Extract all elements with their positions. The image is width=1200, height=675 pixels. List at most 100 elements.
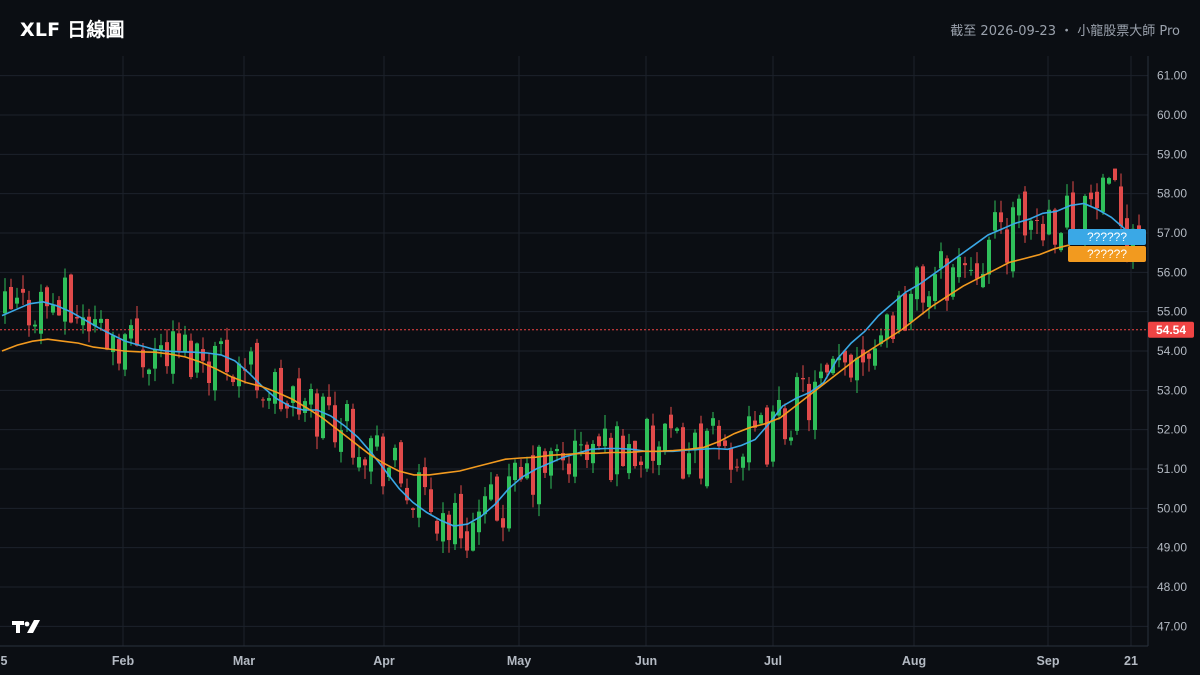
candle-body — [645, 418, 649, 469]
last-price-label: 54.54 — [1156, 323, 1186, 337]
candle-body — [21, 288, 25, 293]
candle-body — [285, 403, 289, 409]
x-tick-label: May — [507, 654, 531, 668]
candle-body — [393, 447, 397, 461]
candle-body — [633, 440, 637, 467]
candle-body — [141, 349, 145, 368]
candle-body — [741, 456, 745, 468]
candle-body — [105, 318, 109, 350]
candle-body — [891, 315, 895, 339]
candle-body — [747, 416, 751, 463]
x-tick-label: Jul — [764, 654, 782, 668]
candle-body — [723, 440, 727, 446]
candle-body — [993, 212, 997, 231]
y-tick-label: 61.00 — [1157, 69, 1187, 83]
candle-body — [63, 277, 67, 322]
candle-body — [597, 436, 601, 447]
candle-body — [987, 239, 991, 275]
candle-body — [411, 508, 415, 510]
candle-body — [915, 267, 919, 300]
candle-body — [147, 369, 151, 375]
y-tick-label: 49.00 — [1157, 541, 1187, 555]
candle-body — [765, 407, 769, 465]
candle-body — [381, 436, 385, 487]
candle-body — [663, 423, 667, 452]
ma-line-ma_long — [1, 244, 1071, 476]
candle-body — [615, 426, 619, 475]
grid-lines — [0, 56, 1148, 646]
candle-body — [309, 389, 313, 405]
candle-body — [729, 448, 733, 470]
candle-body — [1095, 191, 1099, 209]
y-tick-label: 51.00 — [1157, 462, 1187, 476]
candle-body — [219, 341, 223, 344]
candle-body — [39, 291, 43, 334]
candle-body — [1029, 220, 1033, 230]
candle-body — [123, 334, 127, 370]
y-tick-label: 52.00 — [1157, 423, 1187, 437]
candle-body — [921, 266, 925, 303]
candle-body — [177, 333, 181, 351]
x-tick-label: 21 — [1124, 654, 1138, 668]
candle-body — [357, 457, 361, 468]
candle-body — [555, 448, 559, 452]
candle-body — [675, 428, 679, 431]
candle-body — [333, 405, 337, 443]
candle-body — [789, 437, 793, 441]
candle-body — [999, 212, 1003, 223]
y-tick-label: 60.00 — [1157, 108, 1187, 122]
x-tick-label: Jun — [635, 654, 657, 668]
candle-body — [483, 496, 487, 515]
candle-body — [879, 335, 883, 344]
candle-body — [981, 273, 985, 288]
candle-body — [465, 531, 469, 551]
candle-body — [453, 502, 457, 545]
candle-body — [291, 386, 295, 403]
candle-body — [1107, 178, 1111, 184]
candle-body — [951, 267, 955, 297]
ma-tag-0 — [1068, 229, 1146, 245]
x-tick-label-partial: 5 — [1, 654, 8, 668]
candle-body — [885, 314, 889, 340]
candle-body — [627, 444, 631, 474]
price-tags: 54.54???????????? — [0, 229, 1194, 338]
candle-body — [45, 287, 49, 307]
candle-body — [927, 296, 931, 308]
candle-body — [681, 427, 685, 479]
y-tick-label: 55.00 — [1157, 305, 1187, 319]
candle-body — [1023, 191, 1027, 236]
candle-body — [99, 318, 103, 323]
candle-body — [1011, 207, 1015, 272]
candle-body — [963, 263, 967, 266]
ma-line-ma_short — [1, 202, 1126, 527]
candle-body — [669, 414, 673, 429]
candle-body — [27, 299, 31, 326]
candle-body — [771, 411, 775, 462]
candle-body — [753, 420, 757, 428]
candle-body — [861, 349, 865, 363]
y-tick-label: 50.00 — [1157, 501, 1187, 515]
y-tick-label: 59.00 — [1157, 147, 1187, 161]
candle-body — [957, 256, 961, 278]
candle-body — [1071, 192, 1075, 233]
candle-body — [435, 520, 439, 534]
candle-body — [855, 357, 859, 381]
candle-body — [909, 293, 913, 323]
candle-body — [801, 378, 805, 380]
x-tick-label: Apr — [373, 654, 395, 668]
candle-body — [117, 339, 121, 364]
candle-body — [423, 467, 427, 488]
last-price-tag — [1148, 321, 1194, 338]
chart-title: XLF 日線圖 — [20, 19, 125, 41]
moving-average-lines — [1, 202, 1126, 527]
candle-body — [543, 451, 547, 473]
candle-body — [1083, 195, 1087, 239]
y-tick-label: 57.00 — [1157, 226, 1187, 240]
candle-body — [1101, 177, 1105, 212]
candle-body — [1017, 198, 1021, 216]
candle-body — [609, 437, 613, 481]
candle-body — [897, 295, 901, 331]
candle-body — [429, 489, 433, 513]
y-tick-label: 47.00 — [1157, 619, 1187, 633]
